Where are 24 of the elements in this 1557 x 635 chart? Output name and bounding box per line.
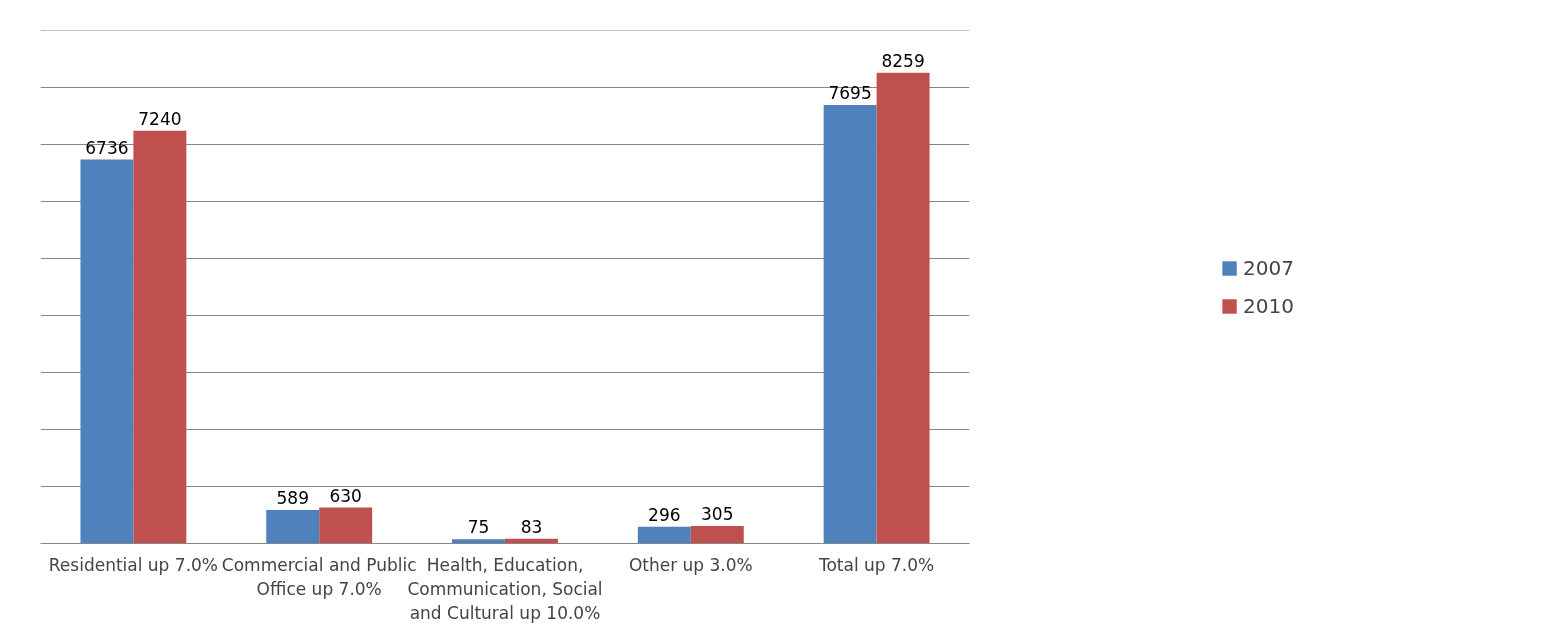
bar: [876, 72, 930, 544]
bar: [690, 526, 744, 544]
bar: [80, 159, 134, 544]
x-tick-label: Other up 3.0%: [628, 554, 753, 575]
data-label: 8259: [881, 50, 925, 71]
data-label: 589: [276, 487, 309, 508]
data-label: 75: [467, 517, 490, 538]
bar: [319, 507, 373, 544]
data-label: 83: [520, 516, 543, 537]
bar: [266, 509, 320, 544]
bar: [452, 539, 505, 544]
data-label: 305: [701, 504, 734, 525]
data-label: 6736: [85, 137, 129, 158]
bar: [637, 526, 691, 544]
data-label: 7240: [138, 108, 182, 129]
bar: [823, 104, 877, 544]
data-label: 7695: [828, 82, 872, 103]
data-label: 296: [648, 504, 681, 525]
data-label: 630: [329, 485, 362, 506]
x-tick-label: Total up 7.0%: [817, 554, 935, 575]
legend-label: 2007: [1243, 255, 1294, 280]
x-tick-label: Residential up 7.0%: [48, 554, 218, 575]
bar: [133, 130, 187, 544]
legend-label: 2010: [1243, 293, 1294, 318]
